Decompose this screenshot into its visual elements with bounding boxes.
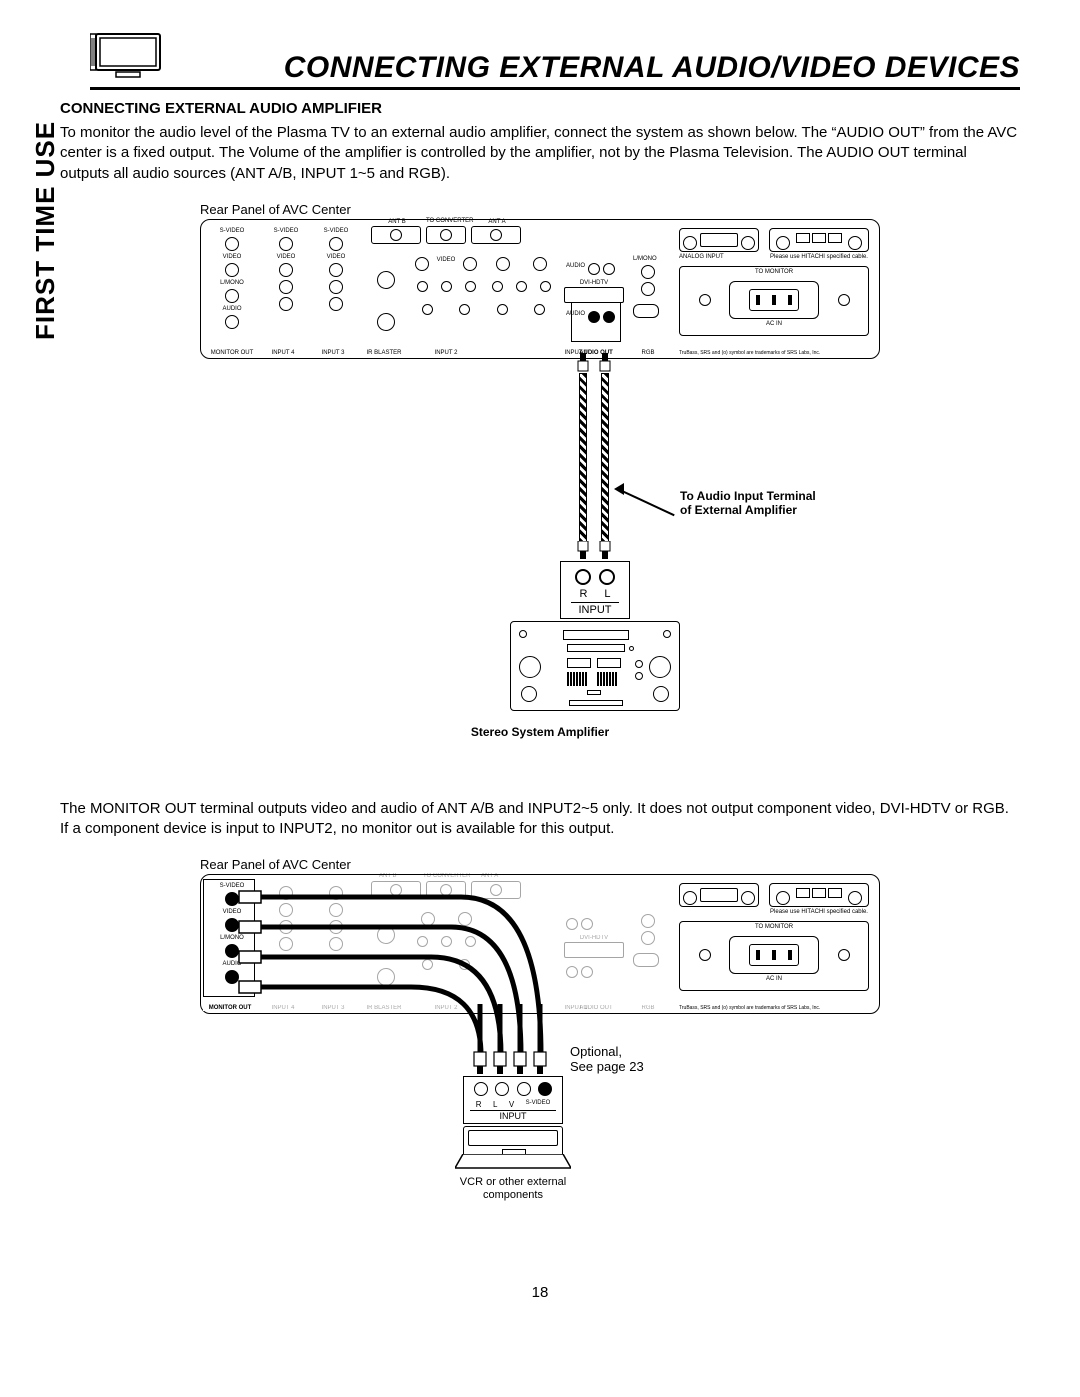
section1-heading: CONNECTING EXTERNAL AUDIO AMPLIFIER: [60, 100, 1020, 117]
lbl: Optional,: [570, 1044, 644, 1059]
lbl: AC IN: [680, 321, 868, 327]
lbl: ANT A: [472, 219, 522, 225]
page-number: 18: [60, 1284, 1020, 1301]
lbl: L: [493, 1100, 497, 1109]
lbl: Please use HITACHI specified cable.: [769, 254, 869, 260]
section2-body: The MONITOR OUT terminal outputs video a…: [60, 799, 1020, 840]
lbl: VIDEO: [311, 254, 361, 260]
panel-caption-1: Rear Panel of AVC Center: [200, 202, 1020, 217]
section1-body: To monitor the audio level of the Plasma…: [60, 123, 1020, 184]
lbl: See page 23: [570, 1059, 644, 1074]
lbl: VIDEO: [437, 254, 456, 274]
optional-note: Optional, See page 23: [570, 1044, 644, 1074]
lbl: ANALOG INPUT: [679, 254, 724, 260]
lbl: S-VIDEO: [207, 228, 257, 234]
lbl: S-VIDEO: [261, 228, 311, 234]
lbl: INPUT 3: [311, 350, 355, 356]
lbl: S-VIDEO: [311, 228, 361, 234]
lbl: DVI-HDTV: [559, 280, 629, 286]
lbl: VIDEO: [207, 254, 257, 260]
lbl: INPUT: [470, 1110, 556, 1121]
lbl: R: [476, 1100, 482, 1109]
rear-panel-1: S-VIDEO VIDEO L/MONO AUDIO MONITOR OUT S…: [200, 219, 880, 359]
lbl: L: [604, 588, 610, 600]
lbl: MONITOR OUT: [205, 350, 259, 356]
lbl: AUDIO: [566, 260, 585, 278]
lbl: S-VIDEO: [526, 1100, 551, 1109]
lbl: L/MONO: [207, 280, 257, 286]
lbl: L/MONO: [633, 256, 663, 262]
panel-caption-2: Rear Panel of AVC Center: [200, 857, 1020, 872]
lbl: TruBass, SRS and (o) symbol are trademar…: [679, 350, 874, 356]
lbl: INPUT: [571, 602, 619, 616]
vcr-caption: VCR or other external components: [453, 1176, 573, 1202]
lbl: TO MONITOR: [680, 269, 868, 275]
rear-panel-2: S-VIDEO VIDEO L/MONO AUDIO MONITOR OUT I…: [200, 874, 880, 1014]
amp-caption: Stereo System Amplifier: [200, 725, 880, 739]
lbl: AUDIO: [207, 306, 257, 312]
page-header: CONNECTING EXTERNAL AUDIO/VIDEO DEVICES: [90, 30, 1020, 90]
lbl: TO CONVERTER: [426, 218, 473, 224]
lbl: INPUT 4: [261, 350, 305, 356]
side-label: FIRST TIME USE: [30, 121, 61, 340]
lbl: IR BLASTER: [359, 350, 409, 356]
diagram-1: Rear Panel of AVC Center S-VIDEO VIDEO L…: [60, 202, 1020, 739]
lbl: INPUT 2: [416, 350, 476, 356]
lbl: RGB: [633, 350, 663, 356]
tv-icon: [90, 30, 170, 85]
lbl: R: [579, 588, 587, 600]
page-title: CONNECTING EXTERNAL AUDIO/VIDEO DEVICES: [190, 51, 1020, 85]
lbl: V: [509, 1100, 514, 1109]
annotation-amp: To Audio Input Terminal of External Ampl…: [680, 489, 816, 518]
lbl: ANT B: [372, 219, 422, 225]
lbl: VIDEO: [261, 254, 311, 260]
diagram-2: Rear Panel of AVC Center S-VIDEO VIDEO L…: [60, 857, 1020, 1244]
